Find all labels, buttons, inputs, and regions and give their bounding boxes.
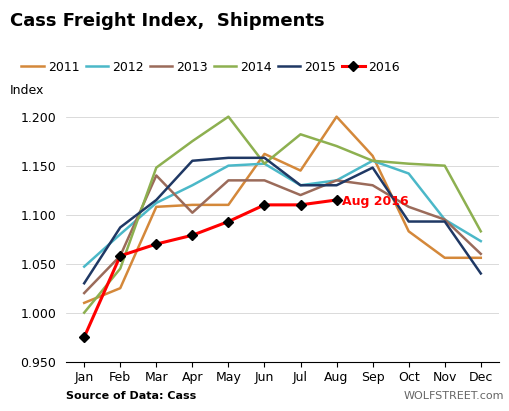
2012 bbox=[262, 161, 268, 166]
2014 bbox=[297, 132, 303, 137]
2011 bbox=[153, 204, 159, 209]
2014 bbox=[81, 310, 87, 315]
Text: Cass Freight Index,  Shipments: Cass Freight Index, Shipments bbox=[10, 12, 325, 30]
2014 bbox=[406, 161, 412, 166]
2011 bbox=[297, 168, 303, 173]
2014 bbox=[333, 143, 340, 148]
2013 bbox=[333, 178, 340, 183]
2014 bbox=[117, 266, 123, 271]
2011 bbox=[81, 300, 87, 305]
2012 bbox=[189, 183, 195, 188]
2014 bbox=[262, 161, 268, 166]
2016 bbox=[262, 202, 268, 207]
2015 bbox=[478, 271, 484, 276]
2016 bbox=[81, 335, 87, 339]
Line: 2016: 2016 bbox=[81, 196, 340, 341]
2013 bbox=[442, 217, 448, 222]
2013 bbox=[225, 178, 232, 183]
2013 bbox=[406, 204, 412, 209]
2011 bbox=[478, 255, 484, 260]
Text: Index: Index bbox=[10, 84, 44, 97]
2015 bbox=[370, 165, 376, 170]
Text: Aug 2016: Aug 2016 bbox=[342, 195, 409, 208]
2015 bbox=[297, 183, 303, 188]
2011 bbox=[442, 255, 448, 260]
2012 bbox=[225, 163, 232, 168]
2011 bbox=[333, 114, 340, 119]
2016 bbox=[297, 202, 303, 207]
2011 bbox=[406, 229, 412, 234]
2016 bbox=[189, 233, 195, 238]
2012 bbox=[297, 183, 303, 188]
2013 bbox=[189, 210, 195, 215]
2013 bbox=[262, 178, 268, 183]
2013 bbox=[117, 253, 123, 258]
2014 bbox=[153, 165, 159, 170]
Line: 2012: 2012 bbox=[84, 161, 481, 267]
2015 bbox=[189, 158, 195, 163]
2012 bbox=[333, 178, 340, 183]
2013 bbox=[153, 173, 159, 178]
2012 bbox=[370, 158, 376, 163]
2012 bbox=[478, 239, 484, 244]
2016 bbox=[117, 253, 123, 258]
2014 bbox=[225, 114, 232, 119]
Line: 2011: 2011 bbox=[84, 117, 481, 303]
2015 bbox=[81, 281, 87, 286]
2012 bbox=[81, 264, 87, 269]
Line: 2015: 2015 bbox=[84, 158, 481, 283]
2016 bbox=[153, 242, 159, 247]
Line: 2013: 2013 bbox=[84, 175, 481, 293]
2013 bbox=[81, 291, 87, 296]
2015 bbox=[117, 225, 123, 230]
2013 bbox=[370, 183, 376, 188]
2015 bbox=[442, 219, 448, 224]
2014 bbox=[442, 163, 448, 168]
2014 bbox=[478, 229, 484, 234]
Text: Source of Data: Cass: Source of Data: Cass bbox=[66, 391, 196, 401]
2012 bbox=[442, 217, 448, 222]
2011 bbox=[225, 202, 232, 207]
2014 bbox=[189, 139, 195, 143]
Line: 2014: 2014 bbox=[84, 117, 481, 313]
2015 bbox=[333, 183, 340, 188]
2011 bbox=[262, 151, 268, 156]
2015 bbox=[225, 155, 232, 160]
2016 bbox=[225, 219, 232, 224]
2012 bbox=[406, 171, 412, 176]
2013 bbox=[478, 252, 484, 256]
2011 bbox=[189, 202, 195, 207]
2014 bbox=[370, 158, 376, 163]
2011 bbox=[370, 153, 376, 158]
Text: WOLFSTREET.com: WOLFSTREET.com bbox=[404, 391, 504, 401]
2011 bbox=[117, 286, 123, 291]
2012 bbox=[153, 201, 159, 206]
2015 bbox=[262, 155, 268, 160]
2015 bbox=[153, 198, 159, 203]
2016 bbox=[333, 198, 340, 203]
2012 bbox=[117, 232, 123, 237]
2013 bbox=[297, 193, 303, 198]
2015 bbox=[406, 219, 412, 224]
Legend: 2011, 2012, 2013, 2014, 2015, 2016: 2011, 2012, 2013, 2014, 2015, 2016 bbox=[16, 55, 405, 79]
